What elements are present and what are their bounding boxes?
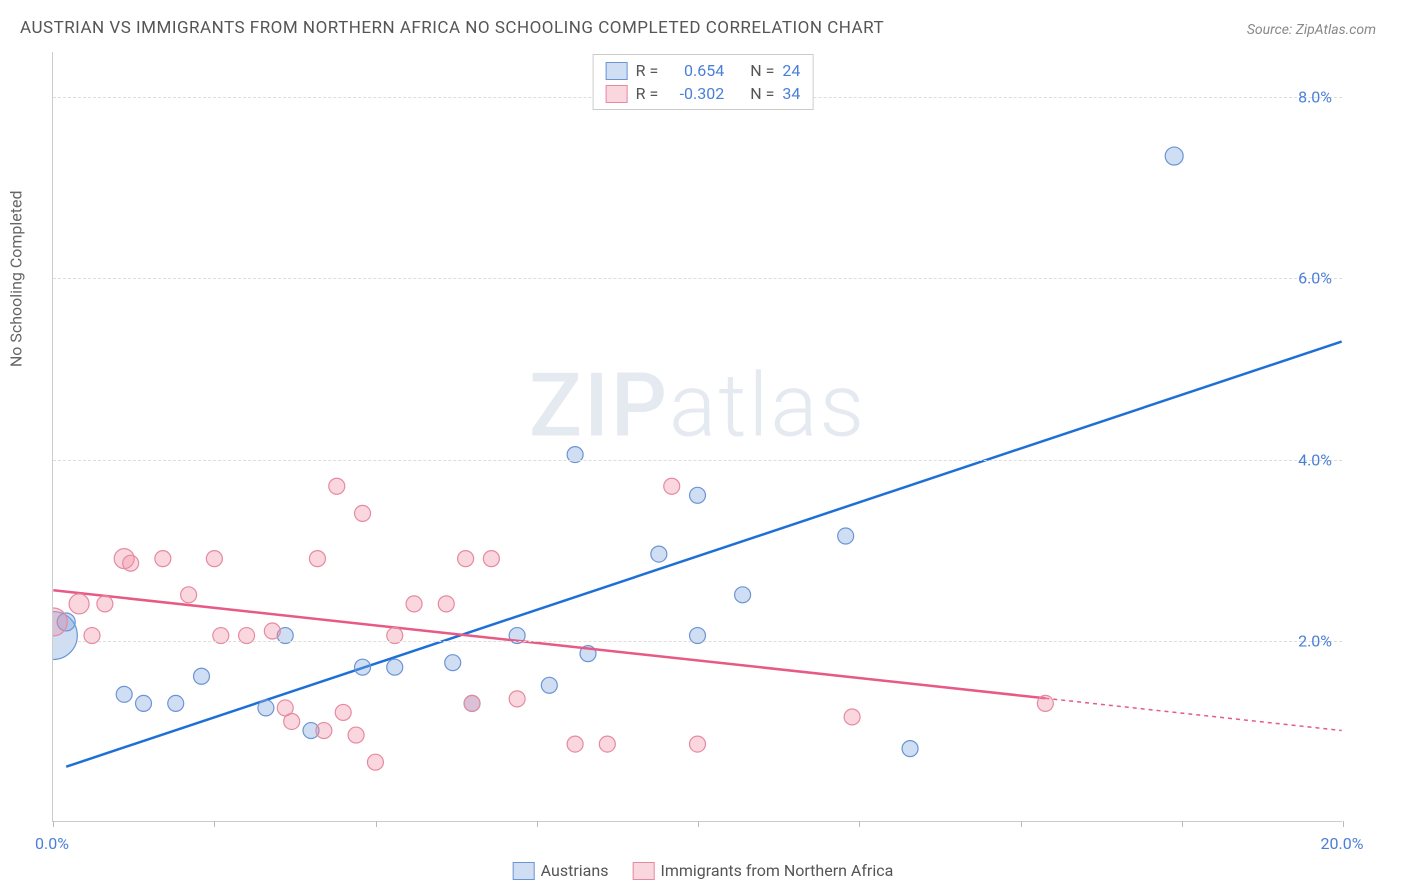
n-value: 34: [782, 84, 800, 103]
y-tick-label: 2.0%: [1298, 631, 1332, 650]
legend-correlation-row: R = -0.302 N = 34: [606, 82, 801, 105]
r-value: -0.302: [666, 84, 724, 103]
watermark-light: atlas: [669, 354, 866, 457]
r-label: R =: [636, 84, 659, 103]
gridline: [53, 278, 1342, 279]
r-label: R =: [636, 61, 659, 80]
x-tick-label: 20.0%: [1321, 834, 1364, 853]
gridline: [53, 641, 1342, 642]
watermark: ZIPatlas: [529, 354, 866, 457]
legend-swatch: [606, 85, 628, 103]
watermark-bold: ZIP: [529, 354, 669, 457]
legend-swatch: [606, 62, 628, 80]
legend-series-label: Immigrants from Northern Africa: [660, 861, 893, 880]
chart-title: AUSTRIAN VS IMMIGRANTS FROM NORTHERN AFR…: [20, 18, 884, 38]
n-label: N =: [750, 84, 774, 103]
legend-correlation: R = 0.654 N = 24 R = -0.302 N = 34: [593, 54, 814, 110]
chart-svg: [53, 52, 1342, 821]
legend-series-item: Austrians: [513, 861, 609, 880]
source-label: Source: ZipAtlas.com: [1247, 22, 1376, 38]
legend-correlation-row: R = 0.654 N = 24: [606, 59, 801, 82]
gridline: [53, 460, 1342, 461]
legend-series-label: Austrians: [541, 861, 609, 880]
y-tick-label: 6.0%: [1298, 269, 1332, 288]
legend-series: Austrians Immigrants from Northern Afric…: [513, 861, 894, 880]
n-label: N =: [750, 61, 774, 80]
x-tick: [214, 821, 215, 827]
n-value: 24: [782, 61, 800, 80]
y-axis-label: No Schooling Completed: [7, 190, 26, 367]
x-tick: [1182, 821, 1183, 827]
x-tick: [537, 821, 538, 827]
legend-swatch: [632, 862, 654, 880]
x-tick: [376, 821, 377, 827]
x-tick-label: 0.0%: [35, 834, 69, 853]
plot-area: ZIPatlas 2.0% 4.0% 6.0% 8.0%: [52, 52, 1342, 822]
r-value: 0.654: [666, 61, 724, 80]
x-tick: [53, 821, 54, 827]
x-tick: [859, 821, 860, 827]
y-tick-label: 4.0%: [1298, 450, 1332, 469]
legend-series-item: Immigrants from Northern Africa: [632, 861, 893, 880]
x-tick: [1343, 821, 1344, 827]
x-tick: [1021, 821, 1022, 827]
x-tick: [698, 821, 699, 827]
y-tick-label: 8.0%: [1298, 88, 1332, 107]
legend-swatch: [513, 862, 535, 880]
